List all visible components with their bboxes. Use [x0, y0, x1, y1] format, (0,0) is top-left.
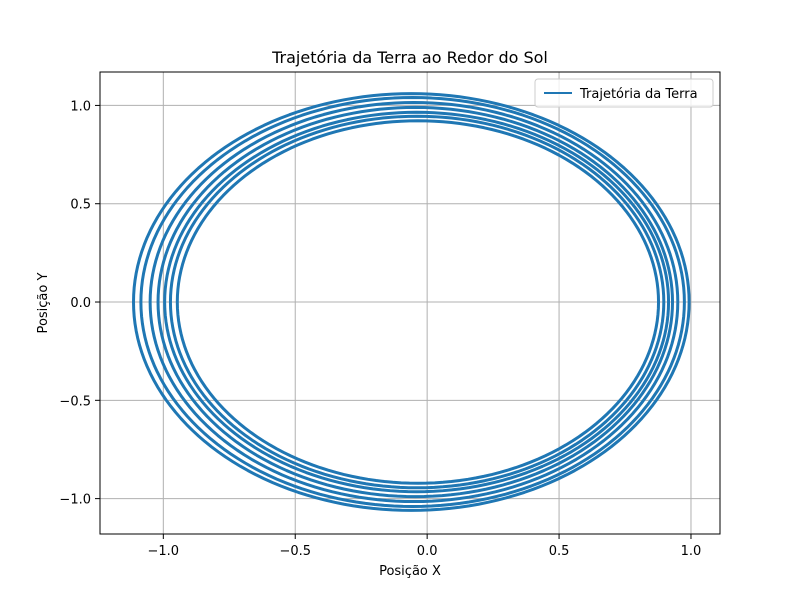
y-tick-label: −1.0: [59, 493, 91, 508]
chart-title: Trajetória da Terra ao Redor do Sol: [271, 48, 548, 67]
orbit-loop: [168, 114, 666, 490]
plot-frame: [99, 71, 721, 535]
axis-ticks: −1.0 −0.5 0.0 0.5 1.0 −1.0 −0.5 0.0 0.5 1.0: [59, 99, 701, 559]
x-tick-label: −0.5: [279, 544, 311, 559]
series-trajectory: [132, 92, 691, 512]
orbit-loop: [148, 100, 680, 504]
x-tick-label: 1.0: [681, 544, 702, 559]
orbit-loop: [132, 92, 691, 512]
orbit-loop: [175, 119, 661, 485]
y-tick-label: 0.0: [70, 296, 91, 311]
orbit-loop: [139, 96, 686, 508]
y-tick-label: 1.0: [70, 99, 91, 114]
orbit-loop: [156, 105, 675, 499]
x-axis-label: Posição X: [379, 564, 441, 579]
y-tick-label: −0.5: [59, 394, 91, 409]
legend-box: [534, 78, 714, 108]
x-tick-label: 0.5: [549, 544, 570, 559]
x-tick-label: −1.0: [148, 544, 180, 559]
legend-entry-label: Trajetória da Terra: [579, 87, 698, 102]
legend: Trajetória da Terra: [534, 78, 714, 108]
y-tick-label: 0.5: [70, 198, 91, 213]
orbit-loop: [163, 110, 671, 494]
x-tick-label: 0.0: [417, 544, 438, 559]
y-axis-label: Posição Y: [36, 273, 51, 334]
